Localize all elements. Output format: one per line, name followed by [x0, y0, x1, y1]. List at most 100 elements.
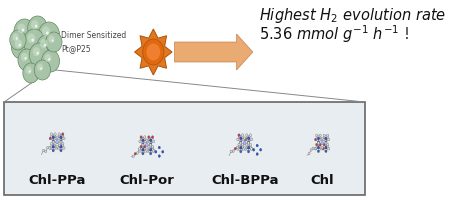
Circle shape: [51, 39, 54, 42]
Text: Chl-Por: Chl-Por: [119, 174, 174, 187]
Circle shape: [321, 137, 322, 140]
Circle shape: [38, 22, 60, 48]
Circle shape: [247, 150, 249, 153]
Circle shape: [250, 138, 252, 141]
Circle shape: [315, 143, 317, 146]
Circle shape: [46, 146, 49, 149]
Circle shape: [317, 150, 319, 153]
Circle shape: [49, 137, 51, 140]
Circle shape: [52, 140, 54, 142]
Circle shape: [152, 150, 154, 152]
Circle shape: [327, 138, 329, 141]
Circle shape: [29, 70, 31, 73]
Circle shape: [42, 26, 50, 36]
Circle shape: [21, 53, 28, 61]
Circle shape: [249, 134, 251, 137]
Circle shape: [42, 149, 45, 152]
Circle shape: [241, 134, 243, 137]
Circle shape: [244, 138, 246, 141]
Circle shape: [44, 44, 46, 47]
Circle shape: [56, 145, 58, 148]
Circle shape: [234, 147, 236, 150]
Circle shape: [154, 150, 156, 153]
Circle shape: [243, 146, 245, 149]
Circle shape: [37, 35, 56, 59]
Circle shape: [256, 144, 258, 147]
Circle shape: [23, 63, 39, 83]
Circle shape: [243, 137, 245, 140]
Circle shape: [18, 23, 25, 33]
Circle shape: [138, 147, 140, 150]
Circle shape: [52, 145, 54, 148]
Circle shape: [317, 142, 319, 144]
Circle shape: [60, 141, 62, 143]
Circle shape: [324, 150, 326, 153]
Circle shape: [313, 147, 315, 150]
Circle shape: [52, 149, 54, 152]
Circle shape: [142, 143, 144, 145]
Circle shape: [319, 147, 322, 150]
Circle shape: [61, 142, 64, 145]
Polygon shape: [174, 34, 252, 70]
Circle shape: [327, 147, 329, 150]
Circle shape: [320, 141, 323, 145]
Circle shape: [52, 141, 54, 143]
Circle shape: [247, 146, 249, 149]
Circle shape: [152, 140, 154, 143]
Circle shape: [314, 147, 316, 150]
Circle shape: [239, 146, 242, 149]
Circle shape: [14, 19, 35, 45]
Circle shape: [143, 136, 146, 139]
Circle shape: [11, 35, 31, 59]
Circle shape: [149, 139, 152, 142]
Circle shape: [143, 145, 146, 148]
Circle shape: [40, 67, 42, 70]
Circle shape: [49, 147, 51, 149]
Circle shape: [145, 148, 147, 151]
Circle shape: [10, 30, 26, 50]
Circle shape: [324, 146, 327, 149]
Circle shape: [45, 54, 51, 62]
Circle shape: [55, 137, 57, 140]
Circle shape: [23, 29, 45, 55]
Circle shape: [57, 137, 59, 140]
Circle shape: [40, 39, 47, 48]
Circle shape: [56, 136, 58, 139]
Circle shape: [252, 148, 254, 151]
Circle shape: [60, 140, 62, 142]
Circle shape: [242, 148, 244, 150]
Circle shape: [158, 155, 160, 157]
Circle shape: [27, 33, 35, 43]
Circle shape: [145, 143, 148, 147]
Circle shape: [314, 138, 316, 141]
Circle shape: [138, 140, 141, 143]
Circle shape: [32, 47, 40, 56]
Circle shape: [244, 148, 246, 150]
Circle shape: [237, 143, 239, 146]
Circle shape: [309, 149, 311, 151]
Circle shape: [318, 134, 321, 137]
Circle shape: [311, 147, 313, 150]
Circle shape: [140, 145, 142, 148]
Circle shape: [259, 148, 261, 151]
Circle shape: [15, 39, 22, 48]
Circle shape: [63, 137, 65, 140]
Circle shape: [138, 150, 141, 152]
Circle shape: [239, 142, 241, 144]
Circle shape: [230, 150, 232, 153]
Circle shape: [26, 66, 32, 74]
Text: Chl-PPa: Chl-PPa: [28, 174, 86, 187]
Circle shape: [318, 143, 321, 146]
Circle shape: [326, 143, 328, 146]
Circle shape: [45, 150, 46, 153]
Circle shape: [18, 49, 36, 71]
Circle shape: [134, 152, 136, 155]
Circle shape: [239, 150, 241, 153]
Circle shape: [50, 133, 52, 136]
Circle shape: [145, 139, 147, 142]
Circle shape: [146, 44, 160, 60]
Circle shape: [245, 134, 247, 137]
Circle shape: [13, 33, 19, 41]
Circle shape: [317, 137, 319, 140]
Circle shape: [237, 134, 239, 137]
